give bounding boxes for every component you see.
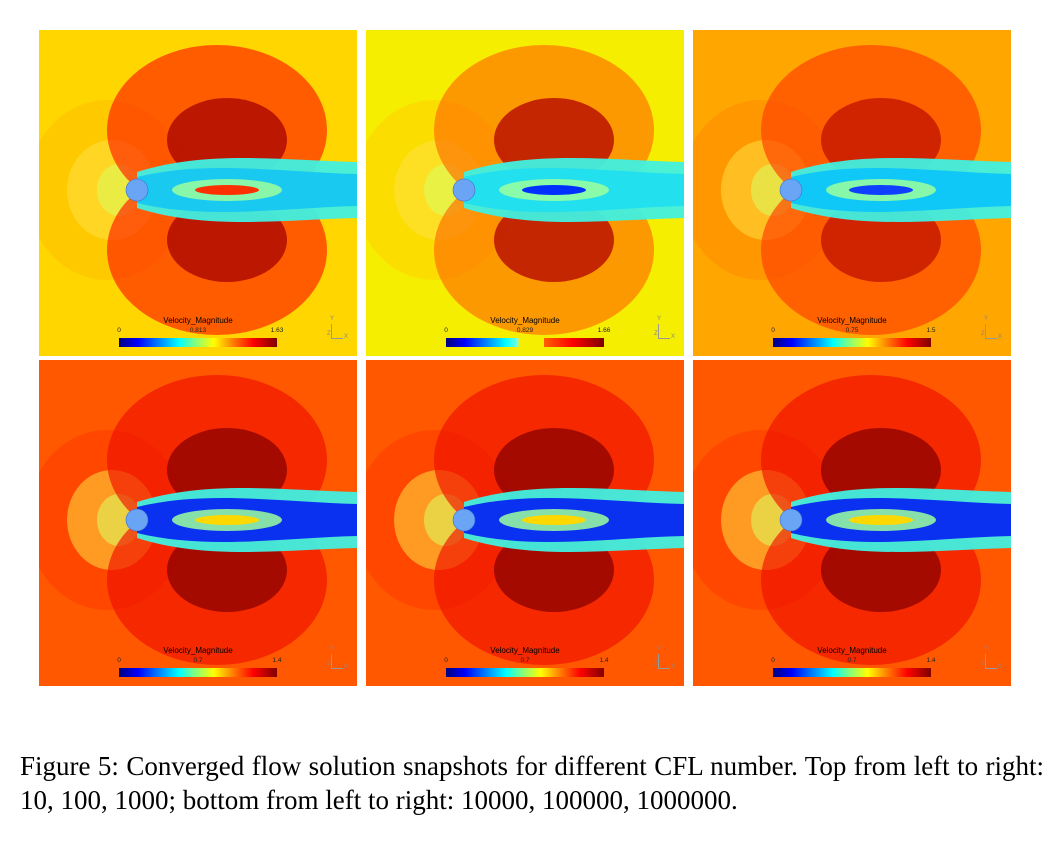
axis-triad: Y Z X	[327, 646, 351, 672]
colorbar-tick-label: 0	[444, 657, 448, 664]
velocity-field	[39, 360, 357, 686]
colorbar-tick-label: 1.4	[926, 657, 936, 664]
colorbar-title: Velocity_Magnitude	[163, 316, 233, 325]
axis-triad: Y Z X	[981, 646, 1005, 672]
colorbar-tick-label: 1.4	[272, 657, 282, 664]
colorbar	[773, 338, 931, 347]
flow-panel-cfl-10: Velocity_Magnitude 0 0.813 1.63 Y Z X	[39, 30, 357, 356]
colorbar-tick-label: 0	[444, 327, 448, 334]
axis-y-label: Y	[657, 316, 662, 322]
axis-y-line	[658, 324, 659, 338]
axis-x-line	[331, 668, 343, 669]
flow-panel-cfl-100000: Velocity_Magnitude 0 0.7 1.4 Y Z X	[366, 360, 684, 686]
velocity-field	[39, 30, 357, 356]
axis-triad: Y Z X	[654, 646, 678, 672]
axis-x-label: X	[344, 334, 349, 340]
axis-x-label: X	[998, 334, 1003, 340]
figure-grid: Velocity_Magnitude 0 0.813 1.63 Y Z X Velocity_…	[39, 30, 1011, 686]
axis-x-label: X	[671, 664, 676, 670]
axis-x-line	[985, 338, 997, 339]
colorbar-tick-label: 0.75	[845, 327, 859, 334]
axis-y-label: Y	[984, 646, 989, 652]
colorbar-title: Velocity_Magnitude	[490, 316, 560, 325]
colorbar	[119, 668, 277, 677]
axis-z-label: Z	[981, 331, 985, 337]
colorbar-tick-label: 0.829	[516, 327, 534, 334]
colorbar-tick-label: 0.7	[847, 657, 857, 664]
colorbar-tick-label: 0.7	[520, 657, 530, 664]
axis-y-line	[331, 324, 332, 338]
axis-y-label: Y	[984, 316, 989, 322]
colorbar-tick-label: 0	[771, 327, 775, 334]
axis-y-line	[985, 654, 986, 668]
flow-panel-cfl-10000: Velocity_Magnitude 0 0.7 1.4 Y Z X	[39, 360, 357, 686]
colorbar-title: Velocity_Magnitude	[817, 316, 887, 325]
axis-x-label: X	[344, 664, 349, 670]
axis-y-label: Y	[330, 646, 335, 652]
colorbar	[119, 338, 277, 347]
colorbar-tick-label: 1.5	[926, 327, 936, 334]
colorbar	[446, 668, 604, 677]
colorbar-tick-label: 1.66	[597, 327, 611, 334]
colorbar-tick-label: 1.4	[599, 657, 609, 664]
axis-triad: Y Z X	[654, 316, 678, 342]
colorbar-title: Velocity_Magnitude	[163, 646, 233, 655]
flow-panel-cfl-1000: Velocity_Magnitude 0 0.75 1.5 Y Z X	[693, 30, 1011, 356]
velocity-field	[693, 30, 1011, 356]
axis-x-label: X	[671, 334, 676, 340]
colorbar-title: Velocity_Magnitude	[817, 646, 887, 655]
figure-caption: Figure 5: Converged flow solution snapsh…	[20, 751, 1044, 815]
axis-x-label: X	[998, 664, 1003, 670]
axis-z-label: Z	[327, 661, 331, 667]
axis-x-line	[331, 338, 343, 339]
velocity-field	[366, 30, 684, 356]
colorbar-tick-label: 0.7	[193, 657, 203, 664]
flow-panel-cfl-1000000: Velocity_Magnitude 0 0.7 1.4 Y Z X	[693, 360, 1011, 686]
axis-x-line	[658, 668, 670, 669]
axis-y-label: Y	[330, 316, 335, 322]
axis-x-line	[658, 338, 670, 339]
colorbar	[773, 668, 931, 677]
colorbar-tick-label: 0	[771, 657, 775, 664]
colorbar-title: Velocity_Magnitude	[490, 646, 560, 655]
colorbar-tick-label: 0	[117, 327, 121, 334]
axis-z-label: Z	[981, 661, 985, 667]
colorbar-tick-label: 0.813	[189, 327, 207, 334]
axis-z-label: Z	[654, 331, 658, 337]
colorbar-tick-label: 0	[117, 657, 121, 664]
colorbar-tick-label: 1.63	[270, 327, 284, 334]
axis-y-label: Y	[657, 646, 662, 652]
axis-y-line	[658, 654, 659, 668]
axis-triad: Y Z X	[981, 316, 1005, 342]
axis-z-label: Z	[654, 661, 658, 667]
axis-y-line	[985, 324, 986, 338]
colorbar	[446, 338, 604, 347]
axis-x-line	[985, 668, 997, 669]
axis-triad: Y Z X	[327, 316, 351, 342]
axis-y-line	[331, 654, 332, 668]
velocity-field	[693, 360, 1011, 686]
velocity-field	[366, 360, 684, 686]
axis-z-label: Z	[327, 331, 331, 337]
flow-panel-cfl-100: Velocity_Magnitude 0 0.829 1.66 Y Z X	[366, 30, 684, 356]
